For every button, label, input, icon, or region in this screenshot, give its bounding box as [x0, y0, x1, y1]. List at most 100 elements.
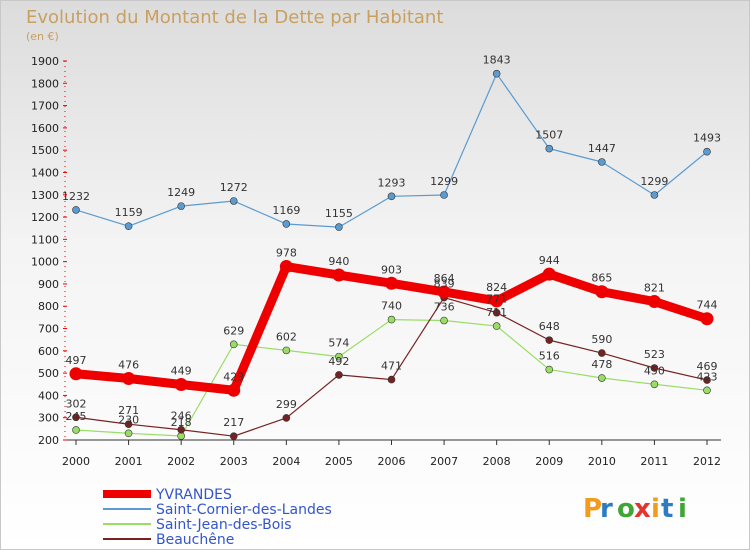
data-label: 740 — [381, 300, 402, 313]
x-tick-label: 2005 — [325, 455, 353, 468]
data-point — [124, 222, 133, 230]
data-point — [72, 206, 80, 214]
x-tick-label: 2008 — [483, 455, 511, 468]
logo-letter: o — [617, 494, 635, 524]
data-label: 469 — [697, 360, 718, 373]
data-point — [387, 375, 396, 384]
data-point — [387, 192, 396, 201]
data-label: 574 — [328, 337, 349, 350]
data-point — [492, 322, 501, 330]
y-tick-label: 400 — [38, 389, 59, 402]
y-tick-label: 1700 — [31, 100, 59, 113]
data-label: 1299 — [640, 175, 668, 188]
data-label: 523 — [644, 348, 665, 361]
x-tick-label: 2000 — [62, 455, 90, 468]
y-tick-label: 1300 — [31, 189, 59, 202]
data-label: 1159 — [115, 206, 143, 219]
data-point — [124, 420, 133, 428]
data-point — [279, 260, 293, 274]
data-point — [595, 285, 609, 299]
data-point — [437, 285, 451, 299]
data-point — [703, 147, 711, 156]
legend-label: YVRANDES — [155, 487, 232, 503]
data-label: 423 — [223, 370, 244, 383]
data-label: 423 — [697, 370, 718, 383]
y-tick-label: 1600 — [31, 122, 59, 135]
data-point — [227, 383, 241, 397]
data-label: 1155 — [325, 207, 353, 220]
data-label: 944 — [539, 254, 560, 267]
data-point — [335, 371, 343, 379]
data-label: 217 — [223, 416, 244, 429]
data-point — [335, 223, 343, 231]
y-tick-label: 1500 — [31, 144, 59, 157]
data-label: 478 — [591, 358, 612, 371]
y-tick-label: 1100 — [31, 233, 59, 246]
data-label: 711 — [486, 306, 507, 319]
data-label: 299 — [276, 398, 297, 411]
x-tick-label: 2012 — [693, 455, 721, 468]
data-label: 1843 — [483, 54, 511, 67]
x-tick-label: 2006 — [378, 455, 406, 468]
x-tick-label: 2011 — [640, 455, 668, 468]
data-point — [332, 268, 346, 282]
data-point — [72, 413, 80, 422]
data-label: 839 — [434, 278, 455, 291]
data-label: 648 — [539, 320, 560, 333]
data-point — [229, 197, 238, 205]
x-tick-label: 2004 — [272, 455, 300, 468]
logo-letter: x — [634, 494, 651, 524]
data-label: 1249 — [167, 186, 195, 199]
data-label: 271 — [118, 404, 139, 417]
data-point — [229, 340, 238, 349]
x-tick-label: 2009 — [535, 455, 563, 468]
data-label: 1507 — [535, 129, 563, 142]
data-label: 1169 — [272, 204, 300, 217]
data-label: 1272 — [220, 181, 248, 194]
data-label: 218 — [171, 416, 192, 429]
data-point — [545, 144, 554, 153]
data-label: 516 — [539, 350, 560, 363]
data-label: 449 — [171, 364, 192, 377]
x-tick-label: 2007 — [430, 455, 458, 468]
data-point — [542, 267, 556, 281]
y-tick-label: 600 — [38, 345, 59, 358]
proxiti-logo: Pr o x i t i — [583, 494, 687, 524]
data-point — [703, 386, 711, 395]
data-label: 450 — [644, 364, 665, 377]
data-label: 1299 — [430, 175, 458, 188]
series-layer — [69, 69, 714, 441]
data-point — [545, 365, 554, 374]
data-point — [124, 429, 133, 438]
data-point — [282, 220, 291, 228]
data-point — [229, 432, 238, 441]
data-point — [177, 202, 185, 210]
data-label: 1447 — [588, 142, 616, 155]
data-point — [598, 158, 606, 166]
x-tick-label: 2002 — [167, 455, 195, 468]
data-label: 602 — [276, 330, 297, 343]
data-labels: 1232 1159 1249 1272 1169 1155 1293 1299 1843 1507… — [62, 54, 721, 430]
y-tick-label: 1200 — [31, 211, 59, 224]
data-label: 864 — [434, 272, 455, 285]
data-point — [545, 336, 554, 344]
data-label: 903 — [381, 263, 402, 276]
data-point — [72, 426, 80, 434]
axes: 200 300 400 500 600 700 800 900 1000 1100 1200 1300… — [31, 55, 721, 468]
data-point — [122, 371, 136, 385]
legend-label: Beauchêne — [156, 532, 234, 548]
legend-label: Saint-Cornier-des-Landes — [156, 502, 332, 518]
data-point — [598, 349, 606, 357]
data-point — [647, 295, 661, 309]
y-tick-label: 200 — [38, 434, 59, 447]
y-tick-label: 500 — [38, 367, 59, 380]
data-point — [282, 346, 291, 355]
data-label: 492 — [328, 355, 349, 368]
data-point — [385, 276, 398, 290]
logo-letter: r — [600, 494, 613, 524]
chart-subtitle: (en €) — [26, 30, 59, 43]
data-point — [335, 352, 343, 361]
data-label: 302 — [66, 397, 87, 410]
data-point — [598, 374, 606, 382]
data-point — [700, 312, 714, 326]
